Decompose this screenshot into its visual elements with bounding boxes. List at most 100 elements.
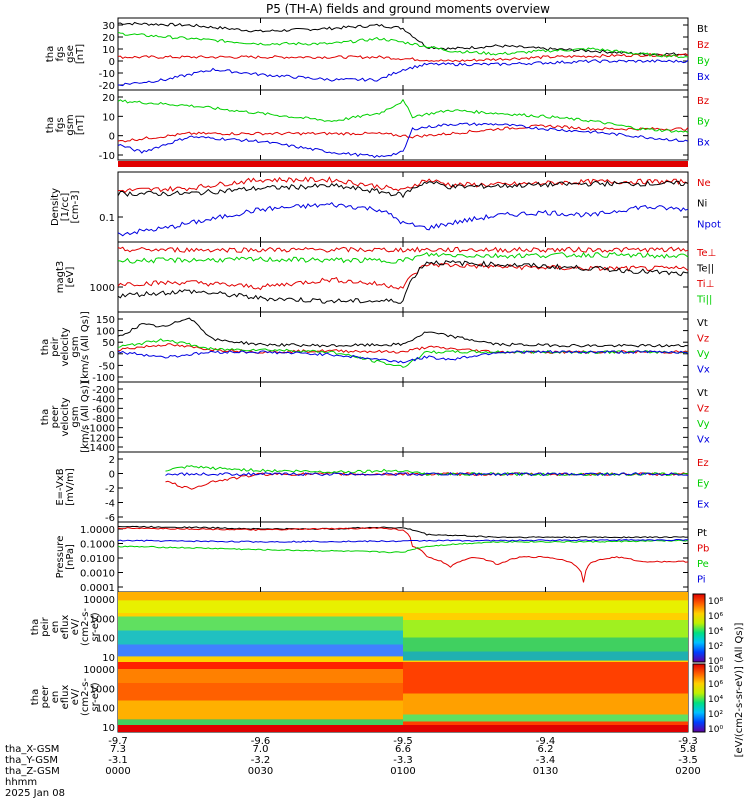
ytick-label: 1.0000 — [80, 525, 115, 536]
ytick-label: -1200 — [86, 433, 115, 444]
panel-ylabel: en — [50, 691, 61, 704]
legend-entry: Npot — [697, 219, 721, 230]
series-Pb — [117, 527, 689, 583]
legend-entry: Bt — [697, 24, 708, 35]
colorbar-lower — [692, 663, 706, 733]
legend-entry: Te⊥ — [696, 248, 716, 259]
ytick-label: -100 — [92, 373, 115, 384]
ytick-label: 1000 — [90, 684, 115, 695]
panel-ylabel: tha — [30, 689, 41, 705]
axis-row-label: tha_X-GSM — [5, 744, 59, 755]
series-Te|| — [117, 260, 689, 304]
axis-tick-value: -3.2 — [251, 755, 271, 766]
spectrogram-peir_en — [118, 592, 688, 662]
series-By — [117, 31, 689, 59]
colorbar-tick: 10⁶ — [708, 680, 723, 690]
axis-tick-value: -3.4 — [536, 755, 556, 766]
axis-tick-value: 7.0 — [253, 744, 269, 755]
legend-entry: Vx — [697, 365, 710, 376]
panel-ylabel: [1/cc] — [60, 193, 71, 222]
colorbar-tick: 10⁸ — [708, 597, 723, 607]
axis-row-label: tha_Z-GSM — [5, 766, 60, 777]
series-Ex — [165, 472, 689, 477]
panel-ylabel: [mV/m] — [65, 468, 76, 506]
legend-entry: Te|| — [696, 264, 714, 275]
panel-ylabel: sr-eV) — [90, 612, 101, 641]
ytick-label: 0 — [109, 132, 115, 143]
legend-entry: Bx — [697, 137, 710, 148]
spectro-band — [403, 637, 688, 652]
series-Npot — [117, 201, 689, 237]
legend-entry: Ti⊥ — [696, 279, 714, 290]
spectrogram-peer_en — [118, 662, 688, 732]
colorbar-tick: 10⁸ — [708, 665, 723, 675]
legend-entry: Pe — [697, 559, 709, 570]
panel-ylabel: gsm — [70, 406, 81, 427]
chart-pressure — [117, 525, 689, 583]
axis-tick-value: -9.3 — [678, 736, 698, 747]
panel-ylabel: peir — [50, 336, 61, 356]
colorbar-tick: 10⁰ — [708, 725, 723, 735]
colorbar-upper — [692, 593, 706, 663]
legend-entry: Vy — [697, 419, 710, 430]
axis-tick-value: 6.2 — [538, 744, 554, 755]
ytick-label: 150 — [96, 315, 115, 326]
legend-entry: Ey — [697, 479, 709, 490]
panel-ylabel: gsm — [65, 114, 76, 135]
legend-entry: Vt — [697, 388, 708, 399]
panel-frame — [117, 521, 689, 593]
colorbar-tick: 10² — [708, 710, 723, 720]
axis-tick-value: -9.6 — [251, 736, 271, 747]
panel-ylabel: [nT] — [75, 115, 86, 135]
panel-ylabel: eV/ — [70, 618, 81, 635]
spectro-band — [118, 630, 403, 645]
series-Pt — [117, 525, 689, 539]
series-Ti|| — [117, 251, 689, 264]
ytick-label: -4 — [105, 499, 115, 510]
axis-tick-value: 0200 — [675, 766, 700, 777]
legend-entry: Vy — [697, 349, 710, 360]
panel-ylabel: [eV] — [65, 267, 76, 288]
ytick-label: 0.0010 — [80, 569, 115, 580]
mode-bar — [118, 161, 688, 167]
spectro-band — [403, 714, 688, 722]
axis-tick-value: 0000 — [105, 766, 130, 777]
panel-frame — [117, 451, 689, 523]
panel-frame — [117, 171, 689, 243]
ytick-label: -10 — [99, 151, 115, 162]
ytick-label: -800 — [92, 414, 115, 425]
series-Bx — [117, 59, 689, 87]
ytick-label: 10 — [102, 112, 115, 123]
chart-temp — [117, 246, 689, 304]
axis-tick-value: -9.7 — [108, 736, 128, 747]
spectro-band — [403, 620, 688, 638]
panel-ylabel: E=-VxB — [55, 468, 66, 505]
legend-entry: Bx — [697, 72, 710, 83]
axis-tick-value: -9.5 — [393, 736, 413, 747]
spectro-band — [118, 662, 403, 669]
panel-peer_vel: tha peer velocity gsm [km/s (All Qs)] -200-40… — [40, 381, 710, 454]
plot-title: P5 (TH-A) fields and ground moments over… — [266, 2, 550, 16]
axis-row-label: hhmm — [5, 777, 37, 788]
axis-tick-value: 0130 — [533, 766, 558, 777]
panel-ylabel: velocity — [60, 397, 71, 436]
series-Vt — [117, 317, 689, 348]
panel-ylabel: [km/s (All Qs)] — [80, 381, 91, 453]
legend-entry: By — [697, 56, 710, 67]
panel-ylabel: [nT] — [75, 44, 86, 64]
axis-row-label: tha_Y-GSM — [5, 755, 58, 766]
spectro-band — [403, 651, 688, 661]
series-Ni — [117, 180, 689, 199]
chart-fgs_gsm — [117, 98, 689, 159]
axis-tick-value: -3.3 — [393, 755, 413, 766]
axis-tick-value: -3.1 — [108, 755, 128, 766]
legend-entry: Pb — [697, 544, 709, 555]
ytick-label: 50 — [102, 338, 115, 349]
series-Bz — [117, 52, 689, 63]
series-Te⊥ — [117, 261, 689, 291]
legend-entry: Ez — [697, 458, 709, 469]
spectro-band — [403, 693, 688, 715]
ytick-label: -400 — [92, 395, 115, 406]
